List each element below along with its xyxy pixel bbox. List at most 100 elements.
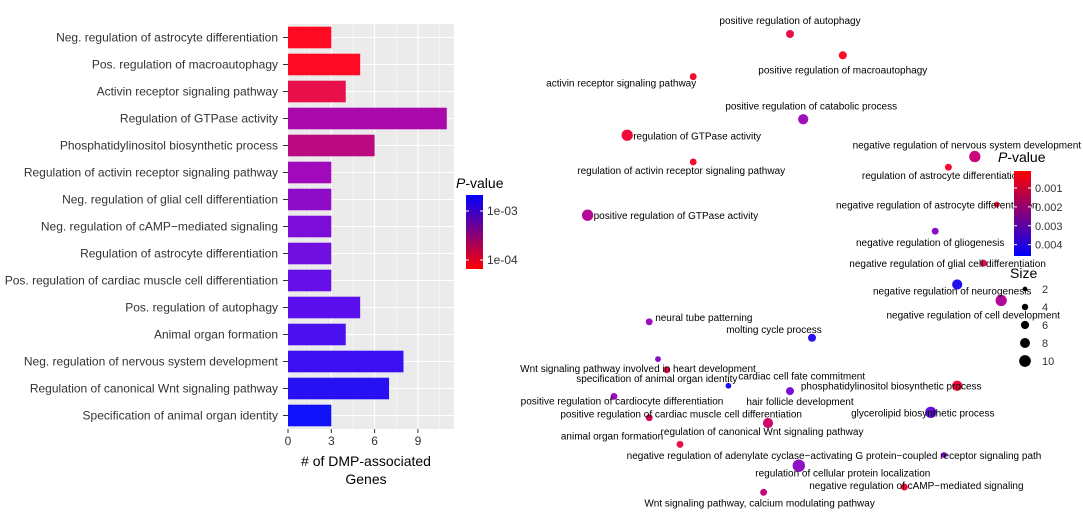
size-legend-label: 4 xyxy=(1042,302,1048,314)
scatter-point-label: negative regulation of nervous system de… xyxy=(853,141,1082,152)
scatter-legend-title-italic: P xyxy=(998,149,1008,165)
bar-category-labels: Neg. regulation of astrocyte differentia… xyxy=(5,31,288,423)
scatter-points xyxy=(581,29,1007,496)
bar-category-label: Regulation of astrocyte differentiation xyxy=(80,247,278,261)
bar xyxy=(288,215,332,238)
scatter-point-label: positive regulation of cardiac muscle ce… xyxy=(560,410,802,421)
scatter-point-label: negative regulation of astrocyte differe… xyxy=(836,201,1038,212)
scatter-point xyxy=(762,417,774,429)
bar-x-axis-title-line1: # of DMP-associated xyxy=(301,453,431,469)
bar-x-tick-label: 6 xyxy=(371,434,378,448)
scatter-point xyxy=(980,259,988,267)
scatter-point xyxy=(786,29,794,38)
scatter-point-label: Wnt signaling pathway, calcium modulatin… xyxy=(644,498,875,509)
bar-x-tick-label: 3 xyxy=(328,434,335,448)
bar-legend-label-2: 1e-04 xyxy=(487,253,518,267)
scatter-chart: positive regulation of autophagy positive… xyxy=(520,16,1081,509)
bar-pvalue-legend: P-value 1e-03 1e-04 xyxy=(456,175,518,269)
scatter-point-label: regulation of astrocyte differentiation xyxy=(862,171,1023,182)
bar-category-label: Pos. regulation of cardiac muscle cell d… xyxy=(5,274,278,288)
scatter-point-label: negative regulation of cAMP−mediated sig… xyxy=(809,481,1023,492)
scatter-point xyxy=(645,318,653,326)
bar-x-axis-title-line2: Genes xyxy=(345,471,386,487)
scatter-point-label: positive regulation of catabolic process xyxy=(725,101,897,112)
scatter-legend-colorbar xyxy=(1014,171,1031,256)
bar xyxy=(288,350,404,373)
scatter-point xyxy=(952,380,963,391)
bar-category-label: Neg. regulation of glial cell differenti… xyxy=(62,193,278,207)
scatter-legend-title: P-value xyxy=(998,149,1046,165)
scatter-point-label: phosphatidylinositol biosynthetic proces… xyxy=(801,382,982,393)
scatter-point-label: negative regulation of glial cell differ… xyxy=(849,259,1046,270)
bar-x-tick-label: 9 xyxy=(415,434,422,448)
scatter-point xyxy=(993,201,1000,208)
scatter-point xyxy=(944,163,952,171)
scatter-point xyxy=(689,73,697,81)
scatter-point xyxy=(760,488,768,496)
size-legend-label: 2 xyxy=(1042,284,1048,296)
size-legend-label: 8 xyxy=(1042,338,1048,350)
bar-legend-label-1: 1e-03 xyxy=(487,204,518,218)
bar xyxy=(288,161,332,184)
scatter-point-label: cardiac cell fate commitment xyxy=(738,372,865,383)
scatter-labels: positive regulation of autophagy positive… xyxy=(520,16,1081,509)
scatter-point-label: regulation of canonical Wnt signaling pa… xyxy=(661,427,864,438)
scatter-point-label: regulation of activin receptor signaling… xyxy=(577,166,785,177)
size-legend-dot xyxy=(1021,303,1029,311)
bar xyxy=(288,134,375,157)
scatter-legend-label: 0.002 xyxy=(1035,202,1063,214)
scatter-point-label: molting cycle process xyxy=(726,325,822,336)
scatter-point-label: neural tube patterning xyxy=(655,313,752,324)
scatter-point xyxy=(610,392,618,400)
scatter-point-label: animal organ formation xyxy=(561,431,663,442)
scatter-point-label: regulation of cellular protein localizat… xyxy=(755,469,930,480)
bar xyxy=(288,53,361,76)
bar xyxy=(288,80,346,103)
scatter-point-label: positive regulation of GTPase activity xyxy=(594,211,759,222)
bar-category-label: Neg. regulation of astrocyte differentia… xyxy=(56,31,278,45)
size-legend-dot xyxy=(1022,286,1028,292)
scatter-point-label: hair follicle development xyxy=(746,397,854,408)
size-legend-dot xyxy=(1020,338,1030,348)
bar-x-tick-label: 0 xyxy=(285,434,292,448)
scatter-legend-ticks: 0.001 0.002 0.003 0.004 xyxy=(1014,183,1063,252)
scatter-legend-label: 0.001 xyxy=(1035,183,1063,195)
bar xyxy=(288,242,332,265)
bar-category-label: Neg. regulation of cAMP−mediated signali… xyxy=(41,220,278,234)
bar-chart: Neg. regulation of astrocyte differentia… xyxy=(5,24,518,487)
bar-bars xyxy=(288,26,447,427)
scatter-point xyxy=(676,440,684,448)
bar-legend-title-rest: -value xyxy=(465,175,503,191)
scatter-point xyxy=(655,356,661,362)
scatter-point xyxy=(725,382,732,389)
scatter-point-label: negative regulation of cell development xyxy=(886,310,1060,321)
scatter-point xyxy=(995,294,1007,307)
bar-category-label: Regulation of activin receptor signaling… xyxy=(24,166,278,180)
bar xyxy=(288,188,332,211)
bar-category-label: Pos. regulation of macroautophagy xyxy=(92,58,278,72)
bar-legend-title-italic: P xyxy=(456,175,466,191)
bar-category-label: Specification of animal organ identity xyxy=(83,409,278,423)
size-legend-dot xyxy=(1020,320,1030,330)
scatter-point xyxy=(900,483,908,491)
bar xyxy=(288,269,332,292)
scatter-point xyxy=(645,414,653,422)
scatter-point-label: Wnt signaling pathway involved in heart … xyxy=(520,364,756,375)
scatter-point xyxy=(621,129,633,141)
scatter-point xyxy=(952,279,963,290)
scatter-legend-label: 0.003 xyxy=(1035,221,1063,233)
bar xyxy=(288,404,332,427)
scatter-point xyxy=(798,114,809,125)
size-legend-label: 6 xyxy=(1042,320,1048,332)
scatter-point xyxy=(931,227,939,235)
bar-category-label: Phosphatidylinositol biosynthetic proces… xyxy=(60,139,278,153)
bar-legend-title: P-value xyxy=(456,175,504,191)
scatter-point-label: negative regulation of adenylate cyclase… xyxy=(627,451,1042,462)
scatter-point-label: positive regulation of cardiocyte differ… xyxy=(521,396,724,407)
bar xyxy=(288,377,390,400)
bar-category-label: Animal organ formation xyxy=(154,328,278,342)
bar xyxy=(288,26,332,49)
scatter-point-label: negative regulation of gliogenesis xyxy=(856,238,1004,249)
bar-category-label: Neg. regulation of nervous system develo… xyxy=(24,355,279,369)
